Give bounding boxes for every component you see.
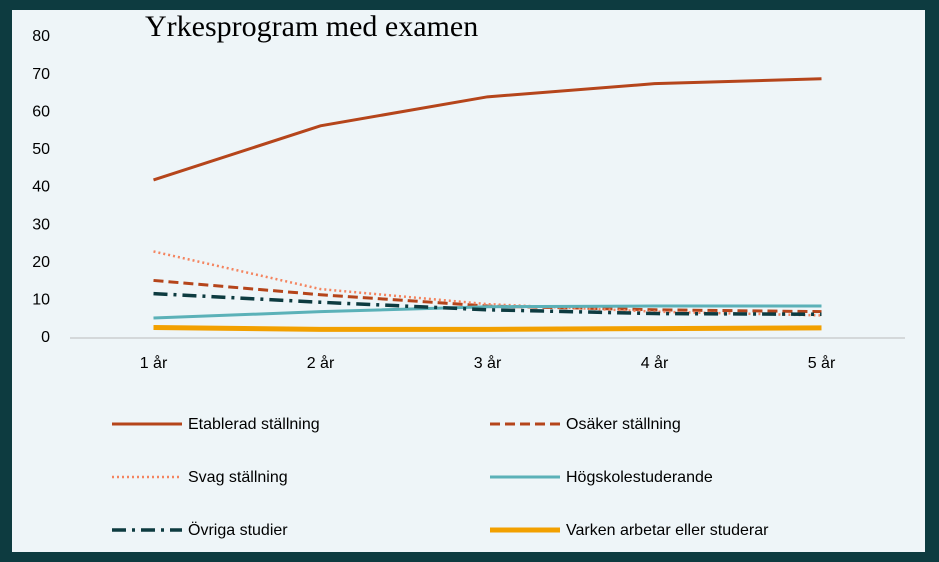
- panel: [12, 10, 925, 552]
- y-tick-label: 20: [32, 254, 50, 271]
- y-tick-label: 30: [32, 216, 50, 233]
- y-tick-label: 0: [41, 329, 50, 346]
- line: [153, 304, 822, 320]
- x-tick-label: 2 år: [307, 354, 335, 372]
- y-tick-label: 40: [32, 179, 50, 196]
- y-tick-label: 80: [32, 28, 50, 45]
- chart-title: Yrkesprogram med examen: [145, 10, 478, 43]
- y-tick-label: 60: [32, 103, 50, 120]
- line: [153, 291, 822, 317]
- line: [153, 77, 822, 182]
- line: [153, 324, 822, 332]
- legend-label: Varken arbetar eller studerar: [566, 522, 769, 539]
- x-tick-label: 1 år: [140, 354, 168, 372]
- legend-label: Övriga studier: [188, 521, 288, 539]
- y-tick-label: 50: [32, 141, 50, 158]
- y-tick-label: 10: [32, 292, 50, 309]
- x-tick-label: 3 år: [474, 354, 502, 372]
- legend-label: Högskolestuderande: [566, 469, 713, 486]
- legend-label: Osäker ställning: [566, 416, 681, 433]
- legend-label: Etablerad ställning: [188, 416, 320, 433]
- x-tick-label: 5 år: [808, 354, 836, 372]
- y-tick-label: 70: [32, 66, 50, 83]
- legend-label: Svag ställning: [188, 469, 288, 486]
- x-tick-label: 4 år: [641, 354, 669, 372]
